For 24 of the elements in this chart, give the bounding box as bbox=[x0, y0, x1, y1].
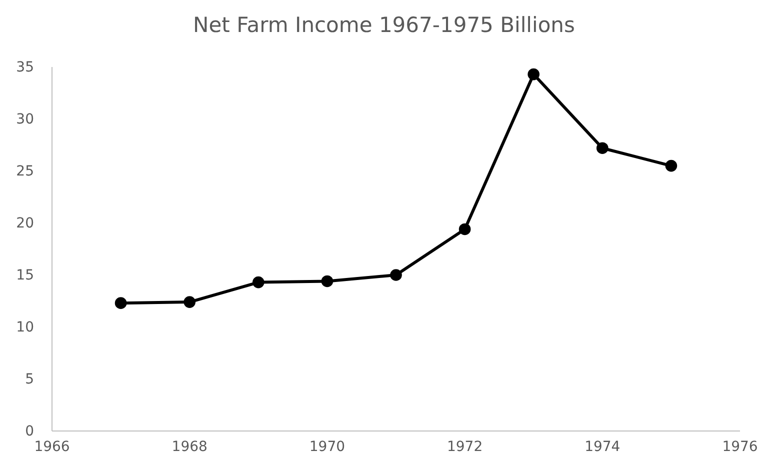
y-tick-label: 20 bbox=[16, 215, 34, 232]
point bbox=[596, 142, 608, 154]
point bbox=[321, 275, 334, 288]
point bbox=[252, 276, 264, 288]
point bbox=[528, 68, 540, 80]
point bbox=[114, 297, 127, 309]
x-tick-label: 1976 bbox=[722, 438, 758, 455]
y-tick-label: 15 bbox=[16, 267, 34, 284]
chart-title: Net Farm Income 1967-1975 Billions bbox=[193, 13, 575, 37]
point bbox=[458, 223, 471, 236]
x-tick-label: 1966 bbox=[34, 438, 70, 455]
x-tick-label: 1972 bbox=[446, 438, 483, 455]
point bbox=[665, 160, 678, 172]
point bbox=[390, 269, 402, 281]
y-tick-label: 30 bbox=[16, 111, 34, 128]
x-tick-label: 1970 bbox=[309, 438, 346, 455]
y-tick-label: 0 bbox=[25, 423, 34, 440]
y-tick-label: 25 bbox=[16, 163, 34, 180]
x-tick-label: 1968 bbox=[172, 438, 208, 455]
y-tick-label: 10 bbox=[16, 319, 34, 336]
x-tick-label: 1974 bbox=[584, 438, 620, 455]
point bbox=[184, 296, 196, 308]
y-tick-label: 35 bbox=[16, 59, 34, 76]
y-tick-label: 5 bbox=[25, 371, 34, 388]
